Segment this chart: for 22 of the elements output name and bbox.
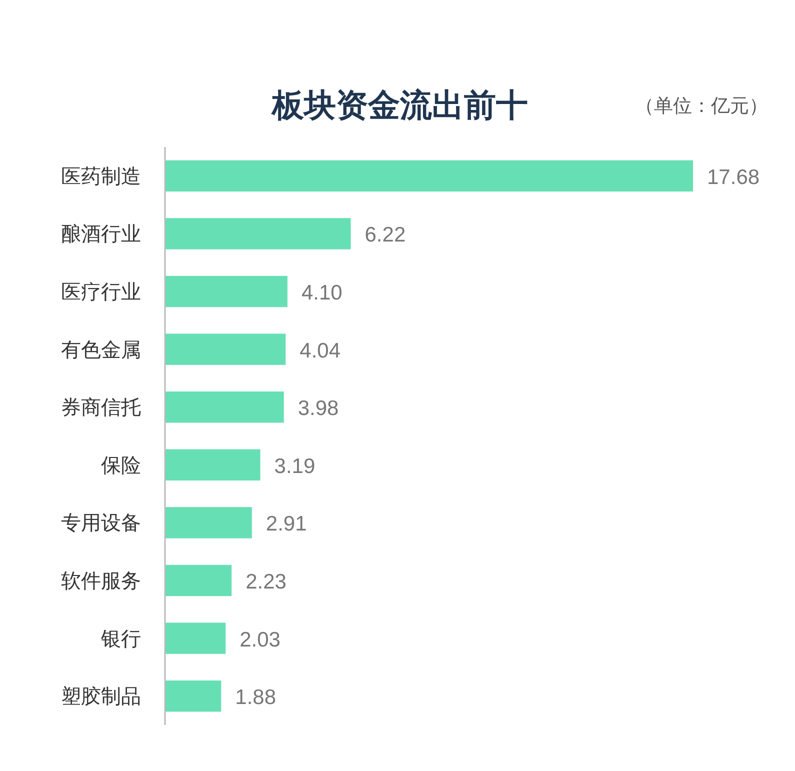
subtitle: （单位：亿元） xyxy=(635,96,768,117)
category-label: 医药制造 xyxy=(61,166,141,188)
category-label: 酿酒行业 xyxy=(61,224,141,246)
data-label: 3.19 xyxy=(274,454,316,478)
category-label: 银行 xyxy=(101,628,141,650)
category-label: 专用设备 xyxy=(61,512,141,535)
category-label: 塑胶制品 xyxy=(61,686,141,708)
data-label: 2.91 xyxy=(266,512,307,536)
data-label: 6.22 xyxy=(364,224,406,247)
data-label: 3.98 xyxy=(298,397,339,420)
category-label: 券商信托 xyxy=(61,397,141,420)
data-label: 2.03 xyxy=(240,628,280,652)
category-label: 有色金属 xyxy=(61,339,141,362)
category-label: 医疗行业 xyxy=(61,282,141,304)
category-label: 保险 xyxy=(101,454,141,477)
data-label: 17.68 xyxy=(707,166,760,189)
category-label: 软件服务 xyxy=(61,570,141,592)
data-label: 1.88 xyxy=(235,686,276,710)
data-label: 2.23 xyxy=(246,570,286,594)
data-label: 4.04 xyxy=(300,339,341,362)
title: 板块资金流出前十 xyxy=(272,87,528,123)
data-label: 4.10 xyxy=(301,282,342,304)
